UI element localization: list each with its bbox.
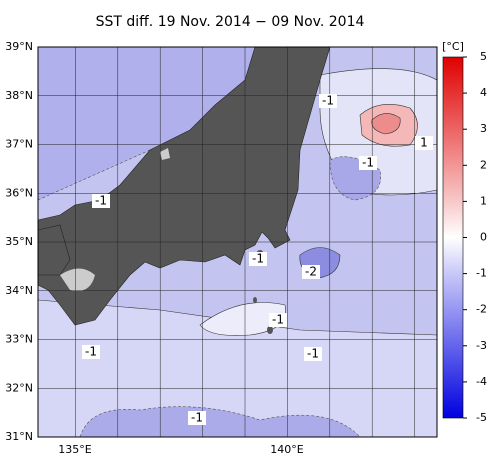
- colorbar-tick-label: -1: [476, 267, 487, 280]
- contour-label: -1: [252, 252, 264, 266]
- warm-region: [371, 113, 401, 135]
- colorbar-tick-label: 5: [480, 50, 487, 63]
- colorbar-tick-label: 0: [480, 231, 487, 244]
- contour-label-bg: [302, 265, 320, 279]
- lon-label: 135°E: [58, 443, 91, 456]
- colorbar-tick-label: -2: [476, 303, 487, 316]
- lat-label: 33°N: [5, 333, 33, 346]
- colorbar-tick-label: -4: [476, 375, 487, 388]
- map-area: [38, 47, 437, 437]
- contour-label-bg: [415, 136, 433, 150]
- lat-label: 36°N: [5, 186, 33, 199]
- map-frame: [37, 46, 438, 438]
- contour-label: -2: [305, 265, 317, 279]
- lat-label: 37°N: [5, 138, 33, 151]
- contour-label-bg: [82, 345, 100, 359]
- contour-label: 1: [420, 136, 428, 150]
- lat-label: 34°N: [5, 284, 33, 297]
- lat-label: 39°N: [5, 40, 33, 53]
- colorbar-tick-label: 2: [480, 158, 487, 171]
- contour-label-bg: [188, 411, 206, 425]
- contour-label-bg: [319, 94, 337, 108]
- contour-label: -1: [362, 156, 374, 170]
- contour-label-bg: [92, 194, 110, 208]
- contour-label-bg: [269, 313, 287, 327]
- contour-label: -1: [272, 313, 284, 327]
- colorbar-tick-label: 3: [480, 122, 487, 135]
- island: [253, 297, 257, 303]
- land-shade: [60, 268, 95, 291]
- lat-label: 32°N: [5, 381, 33, 394]
- contour-label: -1: [85, 345, 97, 359]
- sea-region: [79, 406, 361, 437]
- colorbar-tick-label: -3: [476, 339, 487, 352]
- colorbar-unit: [°C]: [442, 40, 464, 53]
- contour-label: -1: [307, 347, 319, 361]
- lat-label: 35°N: [5, 235, 33, 248]
- lat-label: 38°N: [5, 89, 33, 102]
- colorbar-tick-label: -5: [476, 411, 487, 424]
- colorbar-tick-label: 4: [480, 86, 487, 99]
- contour-label-bg: [359, 156, 377, 170]
- contour-label: -1: [191, 411, 203, 425]
- contour-label: -1: [322, 94, 334, 108]
- contour-label-bg: [304, 347, 322, 361]
- lat-label: 31°N: [5, 430, 33, 443]
- island: [267, 326, 273, 334]
- graticule: [38, 47, 437, 437]
- contour-label-bg: [249, 252, 267, 266]
- title: SST diff. 19 Nov. 2014 − 09 Nov. 2014: [96, 14, 365, 30]
- lon-label: 140°E: [270, 443, 303, 456]
- contour-label: -1: [95, 194, 107, 208]
- colorbar: [442, 56, 464, 419]
- land: [38, 224, 71, 276]
- colorbar-tick-label: 1: [480, 194, 487, 207]
- land-shade: [160, 148, 170, 160]
